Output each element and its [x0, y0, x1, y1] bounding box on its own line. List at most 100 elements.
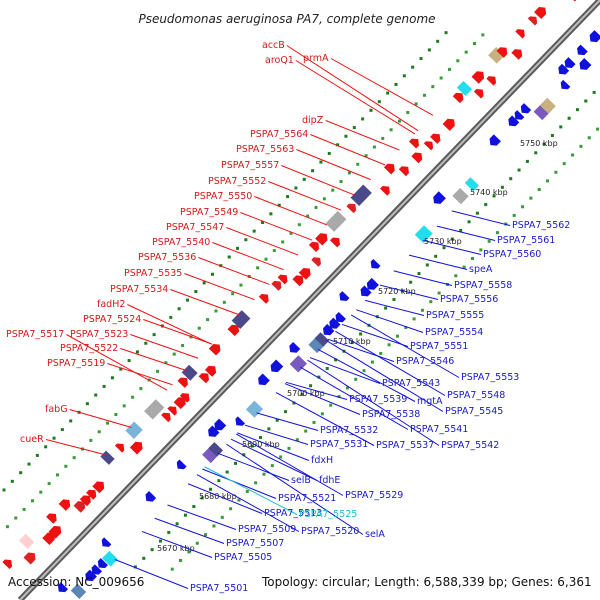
- gene-label[interactable]: PSPA7_5557: [221, 160, 279, 171]
- gene-block: [125, 421, 143, 439]
- gc-dot: [444, 31, 448, 35]
- gene-label[interactable]: PSPA7_5507: [226, 538, 284, 549]
- gene-arrow: [235, 416, 246, 426]
- gc-dot: [525, 159, 529, 163]
- gene-label[interactable]: PSPA7_5531: [310, 439, 368, 450]
- gc-dot: [379, 351, 383, 355]
- gene-label[interactable]: accB: [262, 40, 285, 51]
- gene-label[interactable]: PSPA7_5561: [497, 235, 555, 246]
- gc-dot: [19, 471, 23, 475]
- gene-label[interactable]: PSPA7_5519: [47, 358, 105, 369]
- gene-label[interactable]: PSPA7_5539: [349, 394, 407, 405]
- gene-block: [539, 97, 556, 114]
- gc-dot: [439, 76, 443, 80]
- gene-label[interactable]: PSPA7_5546: [396, 356, 454, 367]
- gc-dot: [386, 91, 390, 95]
- gene-label[interactable]: PSPA7_5535: [124, 268, 182, 279]
- gene-label[interactable]: PSPA7_5537: [376, 440, 434, 451]
- gene-label[interactable]: PSPA7_5547: [166, 222, 224, 233]
- gene-arrow: [208, 425, 220, 437]
- gene-label[interactable]: PSPA7_5549: [180, 207, 238, 218]
- gene-label[interactable]: selB: [291, 475, 311, 486]
- gene-label[interactable]: PSPA7_5521: [278, 493, 336, 504]
- gene-label[interactable]: fabG: [45, 404, 68, 415]
- gene-label[interactable]: PSPA7_5522: [60, 343, 118, 354]
- gc-dot: [35, 453, 39, 457]
- gc-dot: [414, 102, 418, 106]
- gene-label[interactable]: PSPA7_5548: [447, 390, 505, 401]
- gc-dot: [329, 403, 333, 407]
- gene-label[interactable]: PSPA7_5529: [345, 490, 403, 501]
- gene-label[interactable]: PSPA7_5553: [461, 372, 519, 383]
- leader-line: [170, 289, 241, 316]
- leader-line: [256, 412, 319, 431]
- gc-dot: [369, 108, 373, 112]
- gene-label[interactable]: PSPA7_5551: [410, 341, 468, 352]
- gene-label[interactable]: selA: [365, 529, 385, 540]
- gc-dot: [254, 481, 258, 485]
- accession-text: Accession: NC_009656: [8, 575, 144, 589]
- gc-dot: [425, 263, 429, 267]
- gene-label[interactable]: dipZ: [302, 115, 324, 126]
- gene-label[interactable]: fdxH: [311, 455, 333, 466]
- gene-label[interactable]: PSPA7_5524: [83, 314, 141, 325]
- gene-label[interactable]: PSPA7_5543: [382, 378, 440, 389]
- gene-label[interactable]: PSPA7_5542: [441, 440, 499, 451]
- gene-label[interactable]: PSPA7_5556: [440, 294, 498, 305]
- gene-label[interactable]: PSPA7_5554: [425, 327, 483, 338]
- gene-label[interactable]: mgtA: [417, 396, 443, 407]
- gene-label[interactable]: PSPA7_5562: [512, 220, 570, 231]
- gene-label[interactable]: aroQ1: [265, 55, 294, 66]
- gene-feature: [489, 134, 501, 146]
- gene-label[interactable]: PSPA7_5558: [454, 280, 512, 291]
- gc-dot: [381, 136, 385, 140]
- gene-label[interactable]: PSPA7_5509: [238, 524, 296, 535]
- gene-label[interactable]: PSPA7_5536: [138, 252, 196, 263]
- leader-line: [244, 424, 309, 445]
- gene-feature: [471, 71, 485, 84]
- gene-label[interactable]: PSPA7_5563: [236, 144, 294, 155]
- gene-label[interactable]: PSPA7_5523: [70, 329, 128, 340]
- gene-label[interactable]: PSPA7_5540: [152, 237, 210, 248]
- gene-label[interactable]: prmA: [303, 53, 329, 64]
- gene-feature: [314, 332, 330, 347]
- gene-label[interactable]: PSPA7_5501: [190, 583, 248, 594]
- gene-label[interactable]: cueR: [20, 434, 44, 445]
- gene-label[interactable]: PSPA7_5513: [264, 508, 322, 519]
- gene-label[interactable]: PSPA7_5517: [6, 329, 64, 340]
- gene-label[interactable]: PSPA7_5552: [208, 176, 266, 187]
- reverse-gene-labels: PSPA7_5562 PSPA7_5561 PSPA7_5560 speA PS…: [190, 220, 570, 594]
- gene-feature: [102, 550, 118, 567]
- gc-dot: [97, 430, 101, 434]
- gene-label-highlighted[interactable]: PSPA7_5525: [299, 509, 357, 520]
- gene-label[interactable]: speA: [469, 264, 493, 275]
- gene-arrow: [452, 92, 464, 104]
- gene-label[interactable]: PSPA7_5541: [410, 424, 468, 435]
- gene-block: [289, 355, 307, 373]
- gene-label[interactable]: PSPA7_5538: [362, 409, 420, 420]
- gc-dot: [592, 90, 596, 94]
- gene-feature: [86, 489, 97, 500]
- gene-label[interactable]: PSPA7_5560: [483, 249, 541, 260]
- kbp-tick-label: 5750 kbp: [520, 139, 558, 148]
- gc-dot: [422, 93, 426, 97]
- gene-feature: [176, 459, 187, 470]
- gene-label[interactable]: fadH2: [97, 299, 125, 310]
- gene-arrow: [398, 166, 409, 177]
- gene-label[interactable]: fdhE: [319, 475, 340, 486]
- gc-dot: [447, 67, 451, 71]
- gene-label[interactable]: PSPA7_5545: [445, 406, 503, 417]
- leader-line: [326, 340, 444, 412]
- gene-label[interactable]: PSPA7_5534: [110, 284, 168, 295]
- gc-dot: [320, 412, 324, 416]
- gene-label[interactable]: PSPA7_5505: [214, 552, 272, 563]
- gc-dot: [135, 350, 139, 354]
- gene-label[interactable]: PSPA7_5564: [250, 129, 308, 140]
- gene-feature: [511, 49, 523, 60]
- gene-label[interactable]: PSPA7_5555: [426, 310, 484, 321]
- gene-label[interactable]: PSPA7_5520: [301, 526, 359, 537]
- gene-label[interactable]: PSPA7_5532: [320, 425, 378, 436]
- gene-label[interactable]: PSPA7_5550: [194, 191, 252, 202]
- leader-line: [114, 559, 189, 589]
- gc-dot: [327, 151, 331, 155]
